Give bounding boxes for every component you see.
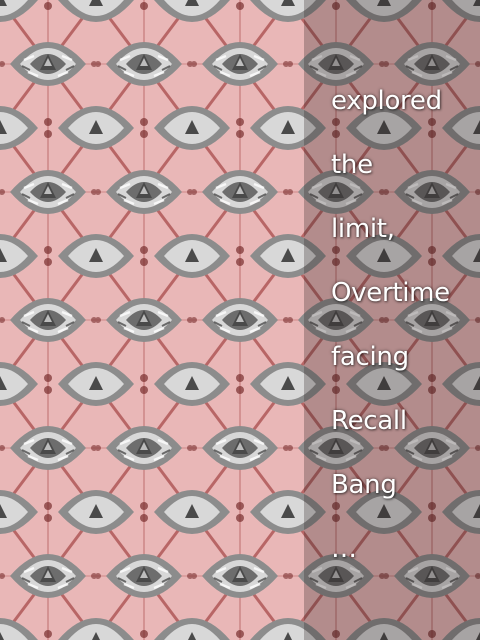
poem-line: facing [331,342,409,372]
poem-line: explored [331,86,442,116]
poem-line: … [331,534,357,564]
poem-line: limit, [331,214,395,244]
poem-line: the [331,150,373,180]
poem-text-block: explored the limit, Overtime facing Reca… [331,88,476,600]
text-backdrop-overlay [304,0,480,640]
poem-line: Bang [331,470,397,500]
poem-line: Overtime [331,278,450,308]
poem-line: Recall [331,406,407,436]
